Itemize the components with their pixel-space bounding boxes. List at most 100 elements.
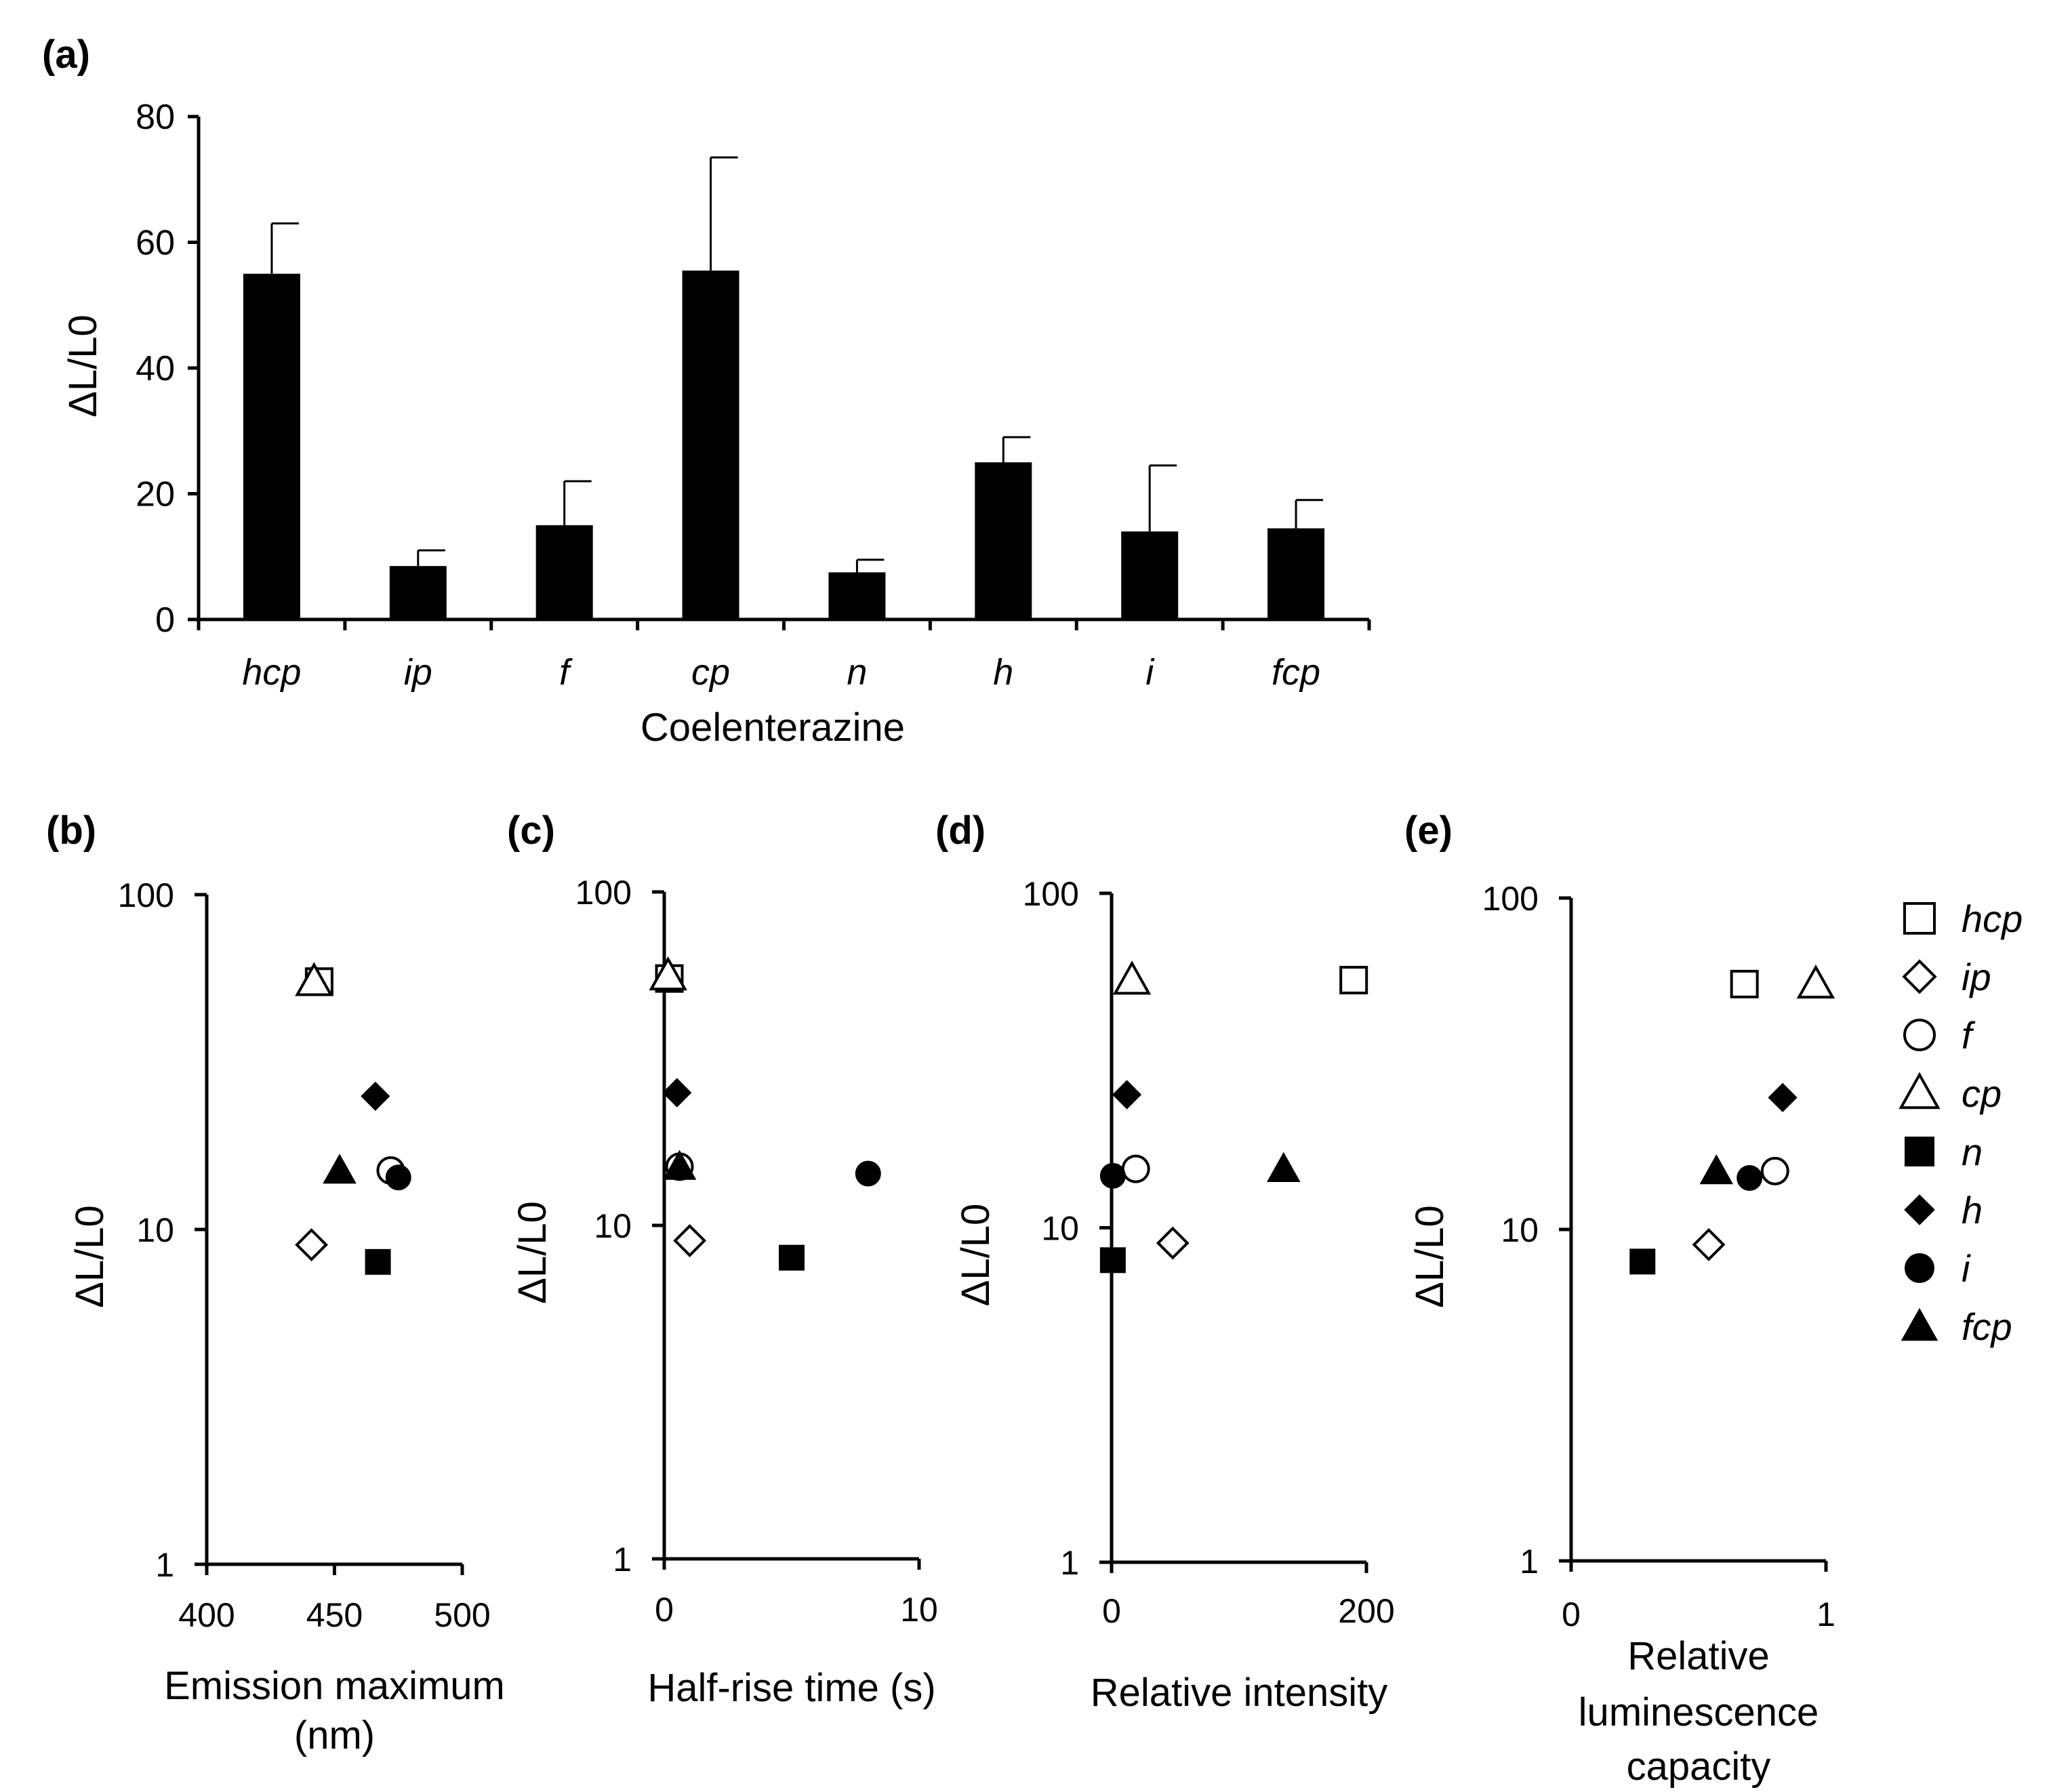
legend-marker-cp bbox=[1898, 1072, 1941, 1109]
legend-marker-fcp bbox=[1901, 1307, 1938, 1341]
x-axis-title: Emission maximum bbox=[164, 1664, 505, 1708]
bar-ip bbox=[389, 566, 447, 619]
point-ip bbox=[673, 1224, 707, 1257]
point-h bbox=[662, 1078, 692, 1107]
panel-b-scatter: (b) 1 10 100 400 450 500 Emission maximum (nm) ΔL… bbox=[46, 809, 505, 1757]
x-axis-title: Relative bbox=[1627, 1634, 1770, 1678]
panel-label: (b) bbox=[46, 809, 96, 853]
x-axis-title: capacity bbox=[1627, 1745, 1771, 1789]
y-tick-label: 10 bbox=[594, 1207, 632, 1245]
x-tick-label: 500 bbox=[434, 1596, 490, 1634]
y-tick-label: 100 bbox=[1023, 875, 1079, 913]
y-tick-label: 100 bbox=[1482, 880, 1539, 918]
panel-c-scatter: (c) 1 10 100 0 10 Half-rise time (s) ΔL/L0 bbox=[507, 809, 938, 1710]
category-label: i bbox=[1145, 652, 1155, 693]
legend-marker-ip bbox=[1902, 959, 1937, 994]
y-tick-label: 100 bbox=[575, 874, 632, 912]
point-h bbox=[361, 1081, 390, 1112]
y-tick-label: 10 bbox=[1501, 1211, 1539, 1249]
y-tick-label: 1 bbox=[613, 1541, 632, 1579]
point-i bbox=[855, 1160, 881, 1187]
x-tick-label: 450 bbox=[306, 1596, 363, 1634]
y-tick-label: 1 bbox=[155, 1546, 174, 1584]
panel-label: (a) bbox=[42, 33, 90, 77]
legend-label: i bbox=[1962, 1247, 1971, 1290]
point-cp bbox=[295, 962, 333, 996]
legend-marker-f bbox=[1903, 1019, 1936, 1051]
legend-marker-hcp bbox=[1903, 902, 1936, 935]
y-axis-title: ΔL/L0 bbox=[61, 314, 105, 418]
category-label: n bbox=[847, 652, 867, 693]
panel-label: (c) bbox=[507, 809, 555, 853]
point-i bbox=[385, 1164, 411, 1191]
x-tick-label: 400 bbox=[178, 1596, 235, 1634]
panel-d-scatter: (d) 1 10 100 0 200 Relative intensity ΔL/L0 bbox=[935, 809, 1395, 1715]
x-tick-label: 0 bbox=[1102, 1592, 1121, 1630]
y-tick-label: 60 bbox=[136, 224, 175, 263]
legend-marker-i bbox=[1905, 1253, 1934, 1283]
point-n bbox=[365, 1248, 391, 1275]
x-tick-label: 10 bbox=[900, 1591, 938, 1629]
y-tick-label: 20 bbox=[136, 475, 175, 514]
category-label: h bbox=[993, 652, 1013, 693]
point-f bbox=[1121, 1154, 1150, 1183]
y-tick-label: 0 bbox=[155, 600, 175, 640]
x-axis-title: (nm) bbox=[294, 1713, 375, 1757]
point-ip bbox=[295, 1228, 328, 1262]
legend-label: f bbox=[1962, 1014, 1976, 1057]
point-n bbox=[779, 1244, 805, 1271]
y-tick-label: 10 bbox=[136, 1211, 174, 1249]
point-h bbox=[1112, 1080, 1142, 1109]
x-axis-title: Half-rise time (s) bbox=[647, 1666, 935, 1710]
point-hcp bbox=[1339, 966, 1368, 995]
category-label: fcp bbox=[1272, 652, 1320, 693]
y-tick-label: 10 bbox=[1041, 1210, 1079, 1248]
point-n bbox=[1629, 1248, 1656, 1275]
bar-hcp bbox=[243, 273, 300, 619]
x-tick-label: 1 bbox=[1816, 1595, 1835, 1633]
y-tick-label: 100 bbox=[118, 876, 174, 914]
y-tick-label: 1 bbox=[1060, 1544, 1079, 1582]
point-cp bbox=[1112, 960, 1152, 995]
category-label: ip bbox=[404, 652, 432, 693]
legend-label: h bbox=[1962, 1189, 1983, 1231]
point-cp bbox=[649, 956, 687, 991]
legend-label: n bbox=[1962, 1131, 1983, 1173]
legend-marker-h bbox=[1904, 1194, 1935, 1225]
panel-label: (d) bbox=[935, 809, 986, 853]
bar-f bbox=[535, 525, 593, 619]
bar-cp bbox=[682, 270, 739, 619]
point-hcp bbox=[1730, 969, 1759, 998]
y-tick-label: 40 bbox=[136, 349, 175, 388]
point-n bbox=[1099, 1247, 1126, 1274]
x-axis-title: Relative intensity bbox=[1091, 1671, 1387, 1715]
x-tick-label: 200 bbox=[1338, 1592, 1394, 1630]
bar-n bbox=[828, 572, 886, 619]
point-f bbox=[1760, 1156, 1789, 1185]
point-ip bbox=[1692, 1227, 1726, 1261]
x-tick-label: 0 bbox=[655, 1591, 674, 1629]
y-axis-title: ΔL/L0 bbox=[1408, 1205, 1452, 1308]
y-axis-title: ΔL/L0 bbox=[510, 1201, 554, 1304]
bar-h bbox=[975, 462, 1032, 619]
y-tick-label: 1 bbox=[1520, 1543, 1539, 1581]
point-h bbox=[1768, 1082, 1798, 1113]
legend-label: fcp bbox=[1962, 1305, 2012, 1348]
legend-label: cp bbox=[1962, 1072, 2002, 1115]
category-label: hcp bbox=[242, 652, 301, 693]
bar-fcp bbox=[1267, 528, 1325, 619]
point-ip bbox=[1156, 1226, 1190, 1260]
point-fcp bbox=[1267, 1152, 1301, 1182]
category-label: f bbox=[559, 652, 573, 693]
y-axis-title: ΔL/L0 bbox=[68, 1205, 112, 1308]
point-i bbox=[1737, 1165, 1763, 1192]
y-axis-title: ΔL/L0 bbox=[954, 1204, 998, 1307]
x-axis-title: Coelenterazine bbox=[641, 706, 905, 750]
x-axis-title: luminescence bbox=[1579, 1690, 1819, 1734]
point-i bbox=[1099, 1162, 1126, 1189]
category-label: cp bbox=[691, 652, 730, 693]
y-tick-label: 80 bbox=[136, 98, 175, 137]
